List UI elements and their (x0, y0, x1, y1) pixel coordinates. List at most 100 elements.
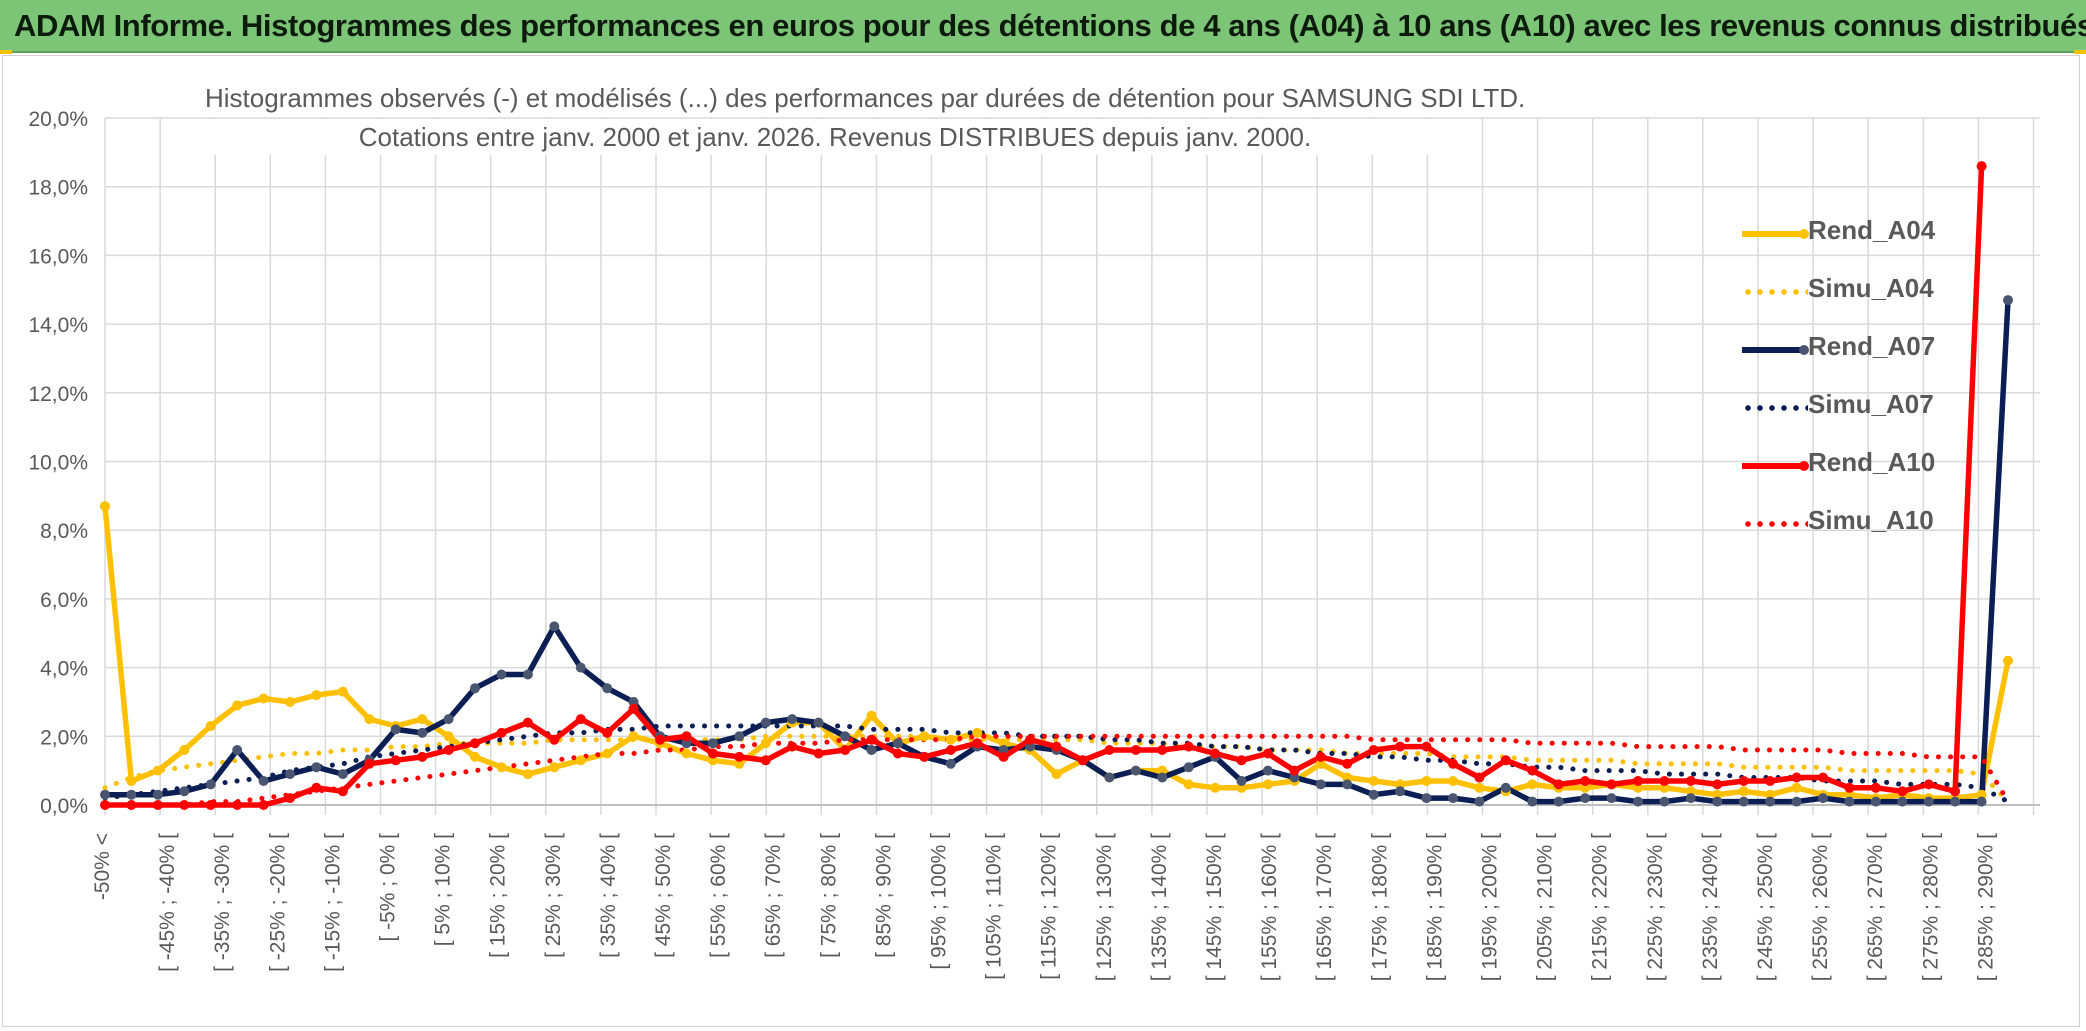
point-rend_a07 (417, 727, 428, 738)
point-rend_a04 (1527, 779, 1538, 790)
point-rend_a10 (1844, 782, 1855, 793)
x-tick-label: [ 235% ; 240% [ (1699, 833, 1722, 981)
point-rend_a10 (575, 714, 586, 725)
point-rend_a04 (311, 690, 322, 701)
point-rend_a07 (787, 714, 798, 725)
point-rend_a07 (232, 745, 243, 755)
point-rend_a07 (1976, 796, 1987, 807)
point-rend_a10 (919, 751, 930, 762)
point-rend_a07 (840, 731, 851, 742)
point-rend_a04 (575, 755, 586, 766)
point-rend_a07 (1818, 793, 1828, 804)
point-rend_a10 (1448, 758, 1458, 769)
x-tick-label: [ 85% ; 90% [ (872, 833, 895, 958)
series-layer (100, 161, 2013, 810)
point-rend_a10 (1976, 161, 1987, 172)
point-rend_a10 (1553, 779, 1564, 790)
point-rend_a07 (337, 769, 348, 780)
x-tick-label: [ 125% ; 130% [ (1093, 833, 1116, 981)
x-tick-label: [ 65% ; 70% [ (762, 833, 785, 958)
point-rend_a10 (1077, 755, 1088, 766)
legend-item-rend_a10: Rend_A10 (1730, 437, 1935, 495)
point-rend_a04 (602, 748, 613, 759)
point-rend_a07 (1421, 793, 1432, 804)
point-rend_a10 (602, 727, 613, 738)
point-rend_a04 (443, 731, 454, 742)
point-rend_a07 (892, 738, 903, 749)
point-rend_a07 (707, 738, 718, 749)
point-rend_a07 (1500, 782, 1511, 793)
point-rend_a10 (1870, 782, 1881, 793)
y-tick-label: 16,0% (28, 245, 88, 268)
legend-swatch (1742, 289, 1808, 295)
point-rend_a04 (417, 714, 428, 725)
point-rend_a07 (1950, 796, 1961, 807)
point-rend_a07 (813, 717, 824, 728)
x-tick-label: [ 35% ; 40% [ (597, 833, 620, 958)
x-tick-label: [ -15% ; -10% [ (321, 833, 344, 972)
x-tick-label: [ 95% ; 100% [ (928, 833, 951, 970)
y-tick-label: 14,0% (28, 314, 88, 337)
chart-title: Histogrammes observés (-) et modélisés (… (205, 80, 1525, 116)
legend-swatch (1742, 345, 1809, 355)
point-rend_a07 (1474, 796, 1485, 807)
x-tick-label: [ -45% ; -40% [ (156, 833, 179, 972)
point-rend_a10 (707, 748, 718, 759)
point-rend_a07 (1236, 776, 1247, 786)
point-rend_a10 (628, 703, 639, 714)
point-rend_a04 (760, 738, 771, 749)
y-tick-label: 18,0% (28, 177, 88, 200)
point-rend_a07 (1130, 765, 1141, 776)
point-rend_a10 (1606, 779, 1617, 790)
x-tick-label: [ 175% ; 180% [ (1368, 833, 1391, 981)
x-tick-label: [ 285% ; 290% [ (1974, 833, 1997, 981)
point-rend_a10 (1051, 741, 1062, 752)
point-rend_a10 (1897, 786, 1908, 797)
y-tick-label: 10,0% (28, 452, 88, 475)
point-rend_a07 (1923, 796, 1934, 807)
legend-item-simu_a10: Simu_A10 (1730, 495, 1934, 553)
point-rend_a04 (364, 714, 375, 725)
legend-label: Rend_A10 (1808, 447, 1936, 477)
point-rend_a10 (1818, 772, 1828, 783)
point-rend_a07 (522, 669, 533, 680)
x-tick-label: [ 145% ; 150% [ (1203, 833, 1226, 981)
point-rend_a10 (1130, 745, 1141, 755)
y-tick-label: 12,0% (28, 383, 88, 406)
x-tick-label: [ 275% ; 280% [ (1919, 833, 1942, 981)
point-rend_a10 (1395, 741, 1406, 752)
legend-marker (1799, 461, 1809, 471)
point-rend_a07 (602, 683, 613, 694)
point-rend_a10 (892, 748, 903, 759)
point-rend_a04 (1448, 776, 1458, 786)
point-rend_a10 (1500, 755, 1511, 766)
point-rend_a07 (575, 662, 586, 673)
point-rend_a10 (364, 758, 375, 769)
point-rend_a04 (470, 751, 480, 762)
point-rend_a07 (470, 683, 480, 694)
point-rend_a07 (1157, 772, 1168, 783)
gridlines (104, 117, 2040, 815)
point-rend_a10 (417, 751, 428, 762)
point-rend_a10 (1791, 772, 1802, 783)
point-rend_a10 (1342, 758, 1353, 769)
point-rend_a10 (813, 748, 824, 759)
point-rend_a10 (311, 782, 322, 793)
point-rend_a10 (681, 731, 692, 742)
legend-marker (1799, 345, 1809, 355)
point-rend_a04 (734, 758, 745, 769)
legend-label: Rend_A07 (1808, 331, 1936, 361)
point-rend_a10 (470, 738, 480, 749)
point-rend_a07 (285, 769, 295, 780)
x-tick-label: [ 195% ; 200% [ (1479, 833, 1502, 981)
point-rend_a10 (522, 717, 533, 728)
point-rend_a10 (972, 738, 983, 749)
x-tick-label: -50% < (91, 833, 114, 900)
point-rend_a10 (232, 800, 243, 810)
y-tick-label: 0,0% (40, 795, 88, 818)
point-rend_a10 (285, 793, 295, 804)
banner-accent-right (2074, 50, 2086, 54)
y-tick-label: 4,0% (40, 658, 88, 681)
point-rend_a04 (126, 776, 137, 786)
point-rend_a07 (1633, 796, 1643, 807)
